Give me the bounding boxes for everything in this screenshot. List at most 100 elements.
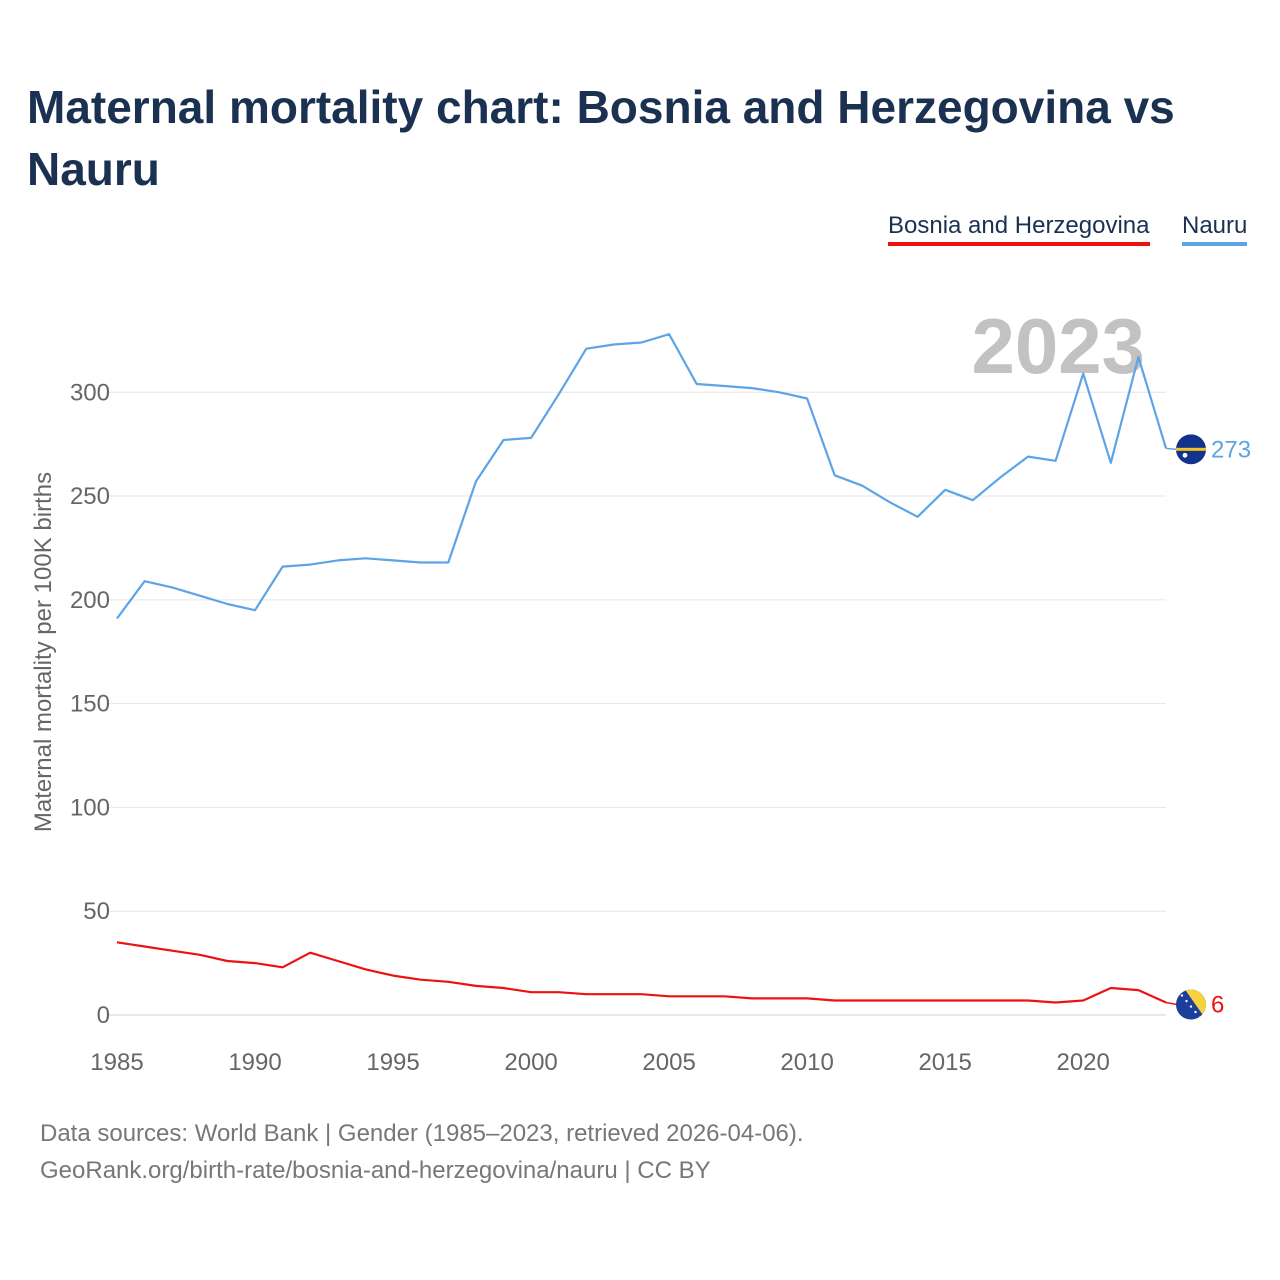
data-point-nauru-2020[interactable]	[1081, 371, 1086, 376]
x-tick-label-1995: 1995	[366, 1049, 419, 1076]
data-point-nauru-2001[interactable]	[556, 392, 561, 397]
data-point-bosnia-and-herzegovina-1988[interactable]	[197, 952, 202, 957]
x-tick-label-2005: 2005	[642, 1049, 695, 1076]
data-point-bosnia-and-herzegovina-2008[interactable]	[749, 996, 754, 1001]
data-point-bosnia-and-herzegovina-2000[interactable]	[529, 990, 534, 995]
data-point-bosnia-and-herzegovina-2002[interactable]	[584, 992, 589, 997]
data-source-note: Data sources: World Bank | Gender (1985–…	[40, 1120, 804, 1147]
data-point-nauru-1991[interactable]	[280, 564, 285, 569]
data-point-bosnia-and-herzegovina-2004[interactable]	[639, 992, 644, 997]
data-point-nauru-2014[interactable]	[915, 514, 920, 519]
data-point-nauru-2016[interactable]	[970, 498, 975, 503]
data-point-nauru-1993[interactable]	[335, 558, 340, 563]
data-point-bosnia-and-herzegovina-2015[interactable]	[943, 998, 948, 1003]
data-point-nauru-1997[interactable]	[446, 560, 451, 565]
data-point-nauru-2013[interactable]	[887, 500, 892, 505]
data-point-nauru-1999[interactable]	[501, 438, 506, 443]
data-point-bosnia-and-herzegovina-2006[interactable]	[694, 994, 699, 999]
page-title: Maternal mortality chart: Bosnia and Her…	[27, 81, 1175, 195]
data-point-nauru-2017[interactable]	[998, 475, 1003, 480]
data-point-bosnia-and-herzegovina-2013[interactable]	[887, 998, 892, 1003]
data-point-bosnia-and-herzegovina-1998[interactable]	[473, 983, 478, 988]
x-tick-label-2010: 2010	[780, 1049, 833, 1076]
x-tick-label-2000: 2000	[504, 1049, 557, 1076]
year-watermark: 2023	[971, 302, 1145, 390]
data-point-bosnia-and-herzegovina-1987[interactable]	[170, 948, 175, 953]
data-point-bosnia-and-herzegovina-2007[interactable]	[722, 994, 727, 999]
x-tick-label-1985: 1985	[90, 1049, 143, 1076]
data-point-nauru-2003[interactable]	[611, 342, 616, 347]
data-point-bosnia-and-herzegovina-2005[interactable]	[667, 994, 672, 999]
data-point-nauru-1994[interactable]	[363, 556, 368, 561]
data-point-bosnia-and-herzegovina-1997[interactable]	[446, 979, 451, 984]
data-point-nauru-1992[interactable]	[308, 562, 313, 567]
data-point-bosnia-and-herzegovina-2001[interactable]	[556, 990, 561, 995]
data-point-bosnia-and-herzegovina-2019[interactable]	[1053, 1000, 1058, 1005]
data-point-bosnia-and-herzegovina-2018[interactable]	[1025, 998, 1030, 1003]
data-point-nauru-1985[interactable]	[115, 616, 120, 621]
data-point-bosnia-and-herzegovina-1985[interactable]	[115, 940, 120, 945]
end-value-label-nauru: 273	[1211, 436, 1251, 463]
data-point-bosnia-and-herzegovina-2014[interactable]	[915, 998, 920, 1003]
data-point-nauru-1989[interactable]	[225, 602, 230, 607]
data-point-nauru-2005[interactable]	[667, 332, 672, 337]
data-point-nauru-1986[interactable]	[142, 579, 147, 584]
data-point-bosnia-and-herzegovina-2009[interactable]	[777, 996, 782, 1001]
data-point-nauru-2007[interactable]	[722, 384, 727, 389]
data-point-nauru-2010[interactable]	[805, 396, 810, 401]
data-point-bosnia-and-herzegovina-2017[interactable]	[998, 998, 1003, 1003]
data-point-bosnia-and-herzegovina-1996[interactable]	[418, 977, 423, 982]
data-point-nauru-2006[interactable]	[694, 381, 699, 386]
data-point-nauru-1988[interactable]	[197, 593, 202, 598]
data-point-bosnia-and-herzegovina-1986[interactable]	[142, 944, 147, 949]
data-point-nauru-2012[interactable]	[860, 483, 865, 488]
data-point-bosnia-and-herzegovina-2003[interactable]	[611, 992, 616, 997]
credit-link[interactable]: GeoRank.org/birth-rate/bosnia-and-herzeg…	[40, 1157, 711, 1184]
data-point-bosnia-and-herzegovina-2010[interactable]	[805, 996, 810, 1001]
x-tick-label-1990: 1990	[228, 1049, 281, 1076]
x-tick-label-2020: 2020	[1056, 1049, 1109, 1076]
data-point-nauru-2018[interactable]	[1025, 454, 1030, 459]
y-tick-label-50: 50	[83, 898, 110, 925]
data-point-bosnia-and-herzegovina-2021[interactable]	[1108, 986, 1113, 991]
data-point-nauru-2008[interactable]	[749, 386, 754, 391]
data-point-bosnia-and-herzegovina-1991[interactable]	[280, 965, 285, 970]
y-tick-label-150: 150	[70, 691, 110, 718]
data-point-bosnia-and-herzegovina-1989[interactable]	[225, 959, 230, 964]
end-connector-nauru	[1165, 447, 1178, 451]
series-line-nauru	[116, 333, 1168, 620]
data-point-bosnia-and-herzegovina-1992[interactable]	[308, 950, 313, 955]
legend-item-nauru[interactable]: Nauru	[1182, 212, 1248, 246]
data-point-nauru-2015[interactable]	[943, 487, 948, 492]
data-point-nauru-2000[interactable]	[529, 435, 534, 440]
data-point-nauru-1996[interactable]	[418, 560, 423, 565]
data-point-nauru-2022[interactable]	[1136, 354, 1141, 359]
data-point-bosnia-and-herzegovina-1994[interactable]	[363, 967, 368, 972]
data-point-nauru-1987[interactable]	[170, 585, 175, 590]
data-point-nauru-2009[interactable]	[777, 390, 782, 395]
y-tick-label-300: 300	[70, 379, 110, 406]
data-point-nauru-2021[interactable]	[1108, 460, 1113, 465]
data-point-bosnia-and-herzegovina-2011[interactable]	[832, 998, 837, 1003]
end-value-label-bosnia-and-herzegovina: 6	[1211, 992, 1224, 1019]
x-tick-label-2015: 2015	[918, 1049, 971, 1076]
data-point-bosnia-and-herzegovina-1990[interactable]	[253, 961, 258, 966]
data-point-bosnia-and-herzegovina-2020[interactable]	[1081, 998, 1086, 1003]
legend-item-bosnia[interactable]: Bosnia and Herzegovina	[888, 212, 1150, 246]
data-point-bosnia-and-herzegovina-2012[interactable]	[860, 998, 865, 1003]
data-point-bosnia-and-herzegovina-2022[interactable]	[1136, 988, 1141, 993]
y-tick-label-200: 200	[70, 587, 110, 614]
data-point-nauru-2002[interactable]	[584, 346, 589, 351]
data-point-nauru-1995[interactable]	[391, 558, 396, 563]
y-axis-label: Maternal mortality per 100K births	[30, 472, 57, 832]
series-line-bosnia-and-herzegovina	[116, 941, 1167, 1004]
data-point-bosnia-and-herzegovina-1995[interactable]	[391, 973, 396, 978]
data-point-bosnia-and-herzegovina-2016[interactable]	[970, 998, 975, 1003]
data-point-bosnia-and-herzegovina-1999[interactable]	[501, 986, 506, 991]
data-point-nauru-1998[interactable]	[473, 479, 478, 484]
data-point-nauru-2019[interactable]	[1053, 458, 1058, 463]
data-point-nauru-1990[interactable]	[253, 608, 258, 613]
data-point-nauru-2004[interactable]	[639, 340, 644, 345]
data-point-nauru-2011[interactable]	[832, 473, 837, 478]
data-point-bosnia-and-herzegovina-1993[interactable]	[335, 959, 340, 964]
